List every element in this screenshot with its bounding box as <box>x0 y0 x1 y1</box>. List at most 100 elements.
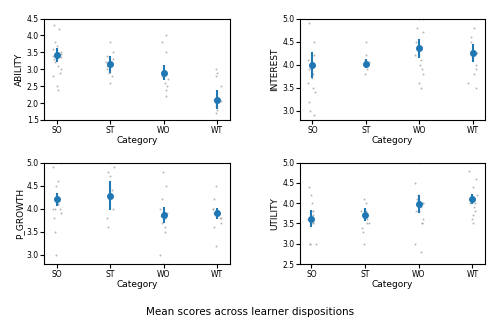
Point <box>162 87 170 92</box>
Point <box>164 211 172 216</box>
Point <box>108 57 116 62</box>
Point <box>304 67 312 72</box>
Point <box>104 53 112 58</box>
Point <box>362 71 370 76</box>
Point <box>212 67 220 72</box>
Point <box>305 184 313 189</box>
Point <box>304 81 312 86</box>
Point <box>362 58 370 63</box>
Point <box>472 51 480 56</box>
Point <box>54 202 62 207</box>
Point <box>108 188 116 193</box>
Point <box>161 225 169 230</box>
Y-axis label: INTEREST: INTEREST <box>270 48 280 91</box>
Point <box>158 197 166 202</box>
Point <box>52 60 60 65</box>
Point <box>212 111 220 116</box>
Point <box>52 183 60 188</box>
X-axis label: Category: Category <box>116 280 158 289</box>
Point <box>468 53 476 58</box>
Point <box>412 25 420 30</box>
Point <box>362 62 370 67</box>
Point <box>156 252 164 257</box>
Point <box>308 217 316 222</box>
Point <box>54 63 62 68</box>
Point <box>216 215 224 220</box>
Point <box>412 209 420 214</box>
Point <box>55 26 63 31</box>
Point <box>104 215 112 220</box>
Point <box>54 84 62 89</box>
Point <box>50 229 58 234</box>
Point <box>217 99 225 104</box>
Point <box>414 193 422 198</box>
Point <box>418 217 426 222</box>
Point <box>362 209 370 214</box>
Point <box>54 87 62 92</box>
Point <box>217 84 225 89</box>
Point <box>472 176 480 181</box>
Point <box>212 183 220 188</box>
Point <box>106 174 114 179</box>
Point <box>160 80 168 85</box>
Point <box>57 55 65 60</box>
Point <box>306 62 314 67</box>
Point <box>49 73 57 78</box>
Point <box>57 67 65 72</box>
Point <box>308 213 316 218</box>
Point <box>310 209 318 214</box>
Point <box>160 215 168 220</box>
Point <box>413 196 421 202</box>
Point <box>158 40 166 45</box>
Point <box>212 70 220 75</box>
Point <box>362 67 370 72</box>
Point <box>162 183 170 188</box>
Point <box>212 117 220 123</box>
Y-axis label: P_GROWTH: P_GROWTH <box>15 188 24 239</box>
Point <box>56 206 64 211</box>
X-axis label: Category: Category <box>116 136 158 145</box>
Point <box>304 217 312 222</box>
Point <box>308 221 316 226</box>
Point <box>108 73 116 78</box>
Point <box>412 39 420 44</box>
Point <box>109 206 117 211</box>
Point <box>306 266 314 271</box>
Point <box>305 99 313 104</box>
Point <box>357 209 365 214</box>
Point <box>418 221 426 226</box>
Point <box>472 85 480 90</box>
Point <box>105 70 113 75</box>
Point <box>105 197 113 202</box>
Point <box>306 241 314 246</box>
Point <box>472 193 480 198</box>
Point <box>358 225 366 230</box>
Point <box>310 39 318 44</box>
Point <box>210 225 218 230</box>
Point <box>52 206 60 211</box>
Point <box>49 46 57 52</box>
Point <box>162 33 170 38</box>
Point <box>164 77 172 82</box>
Point <box>362 201 370 206</box>
Point <box>310 53 318 58</box>
Point <box>106 192 114 197</box>
Point <box>310 221 318 226</box>
Point <box>212 73 220 78</box>
Point <box>54 197 62 202</box>
Point <box>362 53 370 58</box>
Point <box>56 50 64 55</box>
Point <box>214 208 222 213</box>
Point <box>466 201 474 206</box>
Point <box>108 50 116 55</box>
Point <box>212 107 220 112</box>
Point <box>103 67 111 72</box>
Point <box>419 201 427 206</box>
Point <box>50 23 58 28</box>
Point <box>50 206 58 211</box>
Point <box>472 67 480 72</box>
Point <box>50 57 58 62</box>
Point <box>212 243 220 248</box>
X-axis label: Category: Category <box>372 136 413 145</box>
Point <box>49 53 57 58</box>
